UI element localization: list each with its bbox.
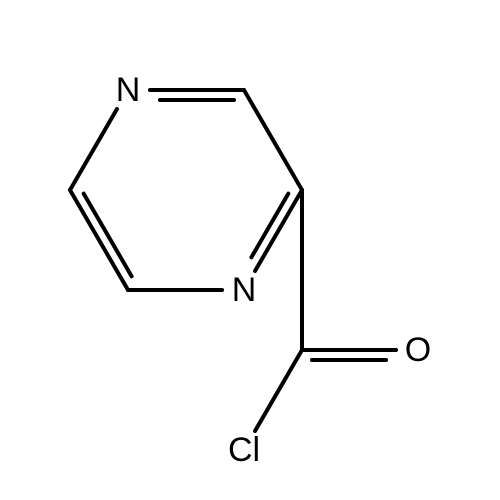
bond-line — [84, 194, 132, 277]
atom-label-n: N — [116, 71, 141, 109]
atom-label-o: O — [405, 331, 431, 369]
bond-line — [255, 190, 302, 271]
atom-label-n: N — [232, 271, 257, 309]
atom-label-cl: Cl — [228, 431, 260, 469]
bond-line — [244, 90, 302, 190]
molecule-diagram: N N O Cl — [0, 0, 500, 500]
bond-line — [70, 190, 128, 290]
bond-line — [70, 109, 117, 190]
bond-line — [255, 350, 302, 431]
